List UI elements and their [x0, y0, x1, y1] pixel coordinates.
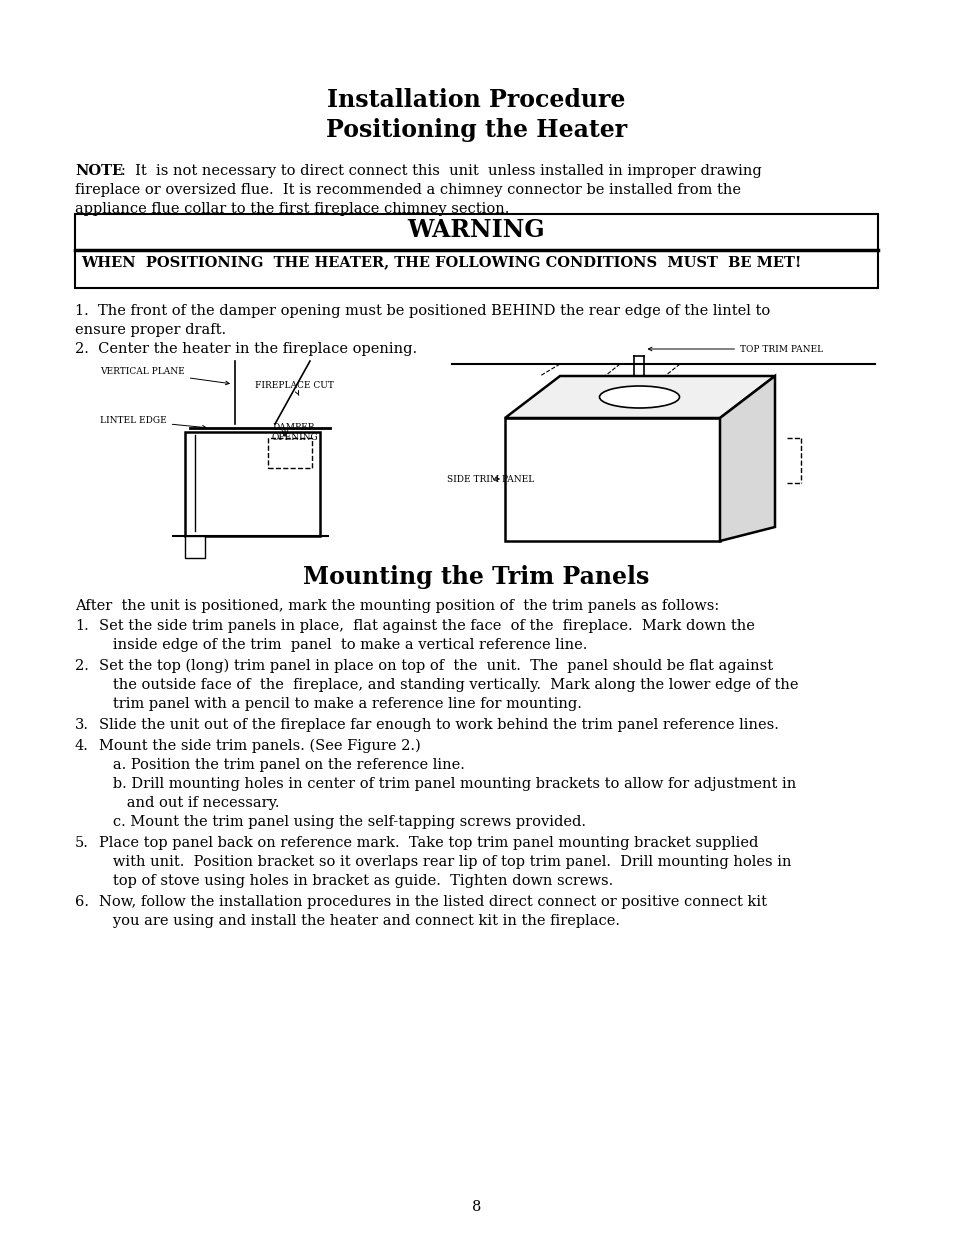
Text: inside edge of the trim  panel  to make a vertical reference line.: inside edge of the trim panel to make a …: [99, 638, 587, 652]
Text: b. Drill mounting holes in center of trim panel mounting brackets to allow for a: b. Drill mounting holes in center of tri…: [99, 777, 796, 790]
Text: After  the unit is positioned, mark the mounting position of  the trim panels as: After the unit is positioned, mark the m…: [75, 599, 719, 613]
Text: 5.: 5.: [75, 836, 89, 850]
Text: 1.: 1.: [75, 619, 89, 634]
Text: Now, follow the installation procedures in the listed direct connect or positive: Now, follow the installation procedures …: [99, 895, 766, 909]
Text: Place top panel back on reference mark.  Take top trim panel mounting bracket su: Place top panel back on reference mark. …: [99, 836, 758, 850]
Bar: [504, 417, 720, 541]
Text: fireplace or oversized flue.  It is recommended a chimney connector be installed: fireplace or oversized flue. It is recom…: [75, 183, 740, 198]
Text: VERTICAL PLANE: VERTICAL PLANE: [100, 367, 229, 385]
Polygon shape: [504, 375, 774, 417]
Text: the outside face of  the  fireplace, and standing vertically.  Mark along the lo: the outside face of the fireplace, and s…: [99, 678, 798, 692]
Text: DAMPER
OPENING: DAMPER OPENING: [272, 424, 318, 442]
Text: 2.: 2.: [75, 659, 89, 673]
Text: c. Mount the trim panel using the self-tapping screws provided.: c. Mount the trim panel using the self-t…: [99, 815, 585, 829]
Text: 1.  The front of the damper opening must be positioned BEHIND the rear edge of t: 1. The front of the damper opening must …: [75, 304, 769, 317]
Text: LINTEL EDGE: LINTEL EDGE: [100, 416, 206, 429]
Bar: [185, 536, 205, 558]
Text: Set the side trim panels in place,  flat against the face  of the  fireplace.  M: Set the side trim panels in place, flat …: [99, 619, 754, 634]
Text: Set the top (long) trim panel in place on top of  the  unit.  The  panel should : Set the top (long) trim panel in place o…: [99, 659, 772, 673]
Text: 6.: 6.: [75, 895, 89, 909]
Text: Mount the side trim panels. (See Figure 2.): Mount the side trim panels. (See Figure …: [99, 739, 420, 753]
Text: Mounting the Trim Panels: Mounting the Trim Panels: [303, 564, 649, 589]
Bar: [268, 438, 312, 468]
Text: TOP TRIM PANEL: TOP TRIM PANEL: [648, 345, 822, 353]
Text: Installation Procedure: Installation Procedure: [327, 88, 625, 112]
Text: with unit.  Position bracket so it overlaps rear lip of top trim panel.  Drill m: with unit. Position bracket so it overla…: [99, 855, 791, 869]
Text: you are using and install the heater and connect kit in the fireplace.: you are using and install the heater and…: [99, 914, 619, 927]
Text: a. Position the trim panel on the reference line.: a. Position the trim panel on the refere…: [99, 758, 464, 772]
Text: Slide the unit out of the fireplace far enough to work behind the trim panel ref: Slide the unit out of the fireplace far …: [99, 718, 778, 732]
Text: appliance flue collar to the first fireplace chimney section.: appliance flue collar to the first firep…: [75, 203, 509, 216]
Bar: [75, 214, 877, 288]
Polygon shape: [720, 375, 774, 541]
Text: 8: 8: [472, 1200, 480, 1214]
Text: :  It  is not necessary to direct connect this  unit  unless installed in improp: : It is not necessary to direct connect …: [121, 164, 760, 178]
Text: trim panel with a pencil to make a reference line for mounting.: trim panel with a pencil to make a refer…: [99, 697, 581, 711]
Text: 2.  Center the heater in the fireplace opening.: 2. Center the heater in the fireplace op…: [75, 342, 416, 356]
Text: WARNING: WARNING: [407, 219, 545, 242]
Text: and out if necessary.: and out if necessary.: [99, 797, 279, 810]
Ellipse shape: [598, 387, 679, 408]
Bar: [185, 432, 319, 536]
Text: FIREPLACE CUT: FIREPLACE CUT: [254, 382, 334, 395]
Text: NOTE: NOTE: [75, 164, 123, 178]
Text: 4.: 4.: [75, 739, 89, 753]
Text: top of stove using holes in bracket as guide.  Tighten down screws.: top of stove using holes in bracket as g…: [99, 874, 613, 888]
Text: WHEN  POSITIONING  THE HEATER, THE FOLLOWING CONDITIONS  MUST  BE MET!: WHEN POSITIONING THE HEATER, THE FOLLOWI…: [81, 254, 801, 269]
Text: ensure proper draft.: ensure proper draft.: [75, 324, 226, 337]
Text: SIDE TRIM PANEL: SIDE TRIM PANEL: [447, 474, 534, 483]
Text: 3.: 3.: [75, 718, 89, 732]
Text: Positioning the Heater: Positioning the Heater: [326, 119, 626, 142]
